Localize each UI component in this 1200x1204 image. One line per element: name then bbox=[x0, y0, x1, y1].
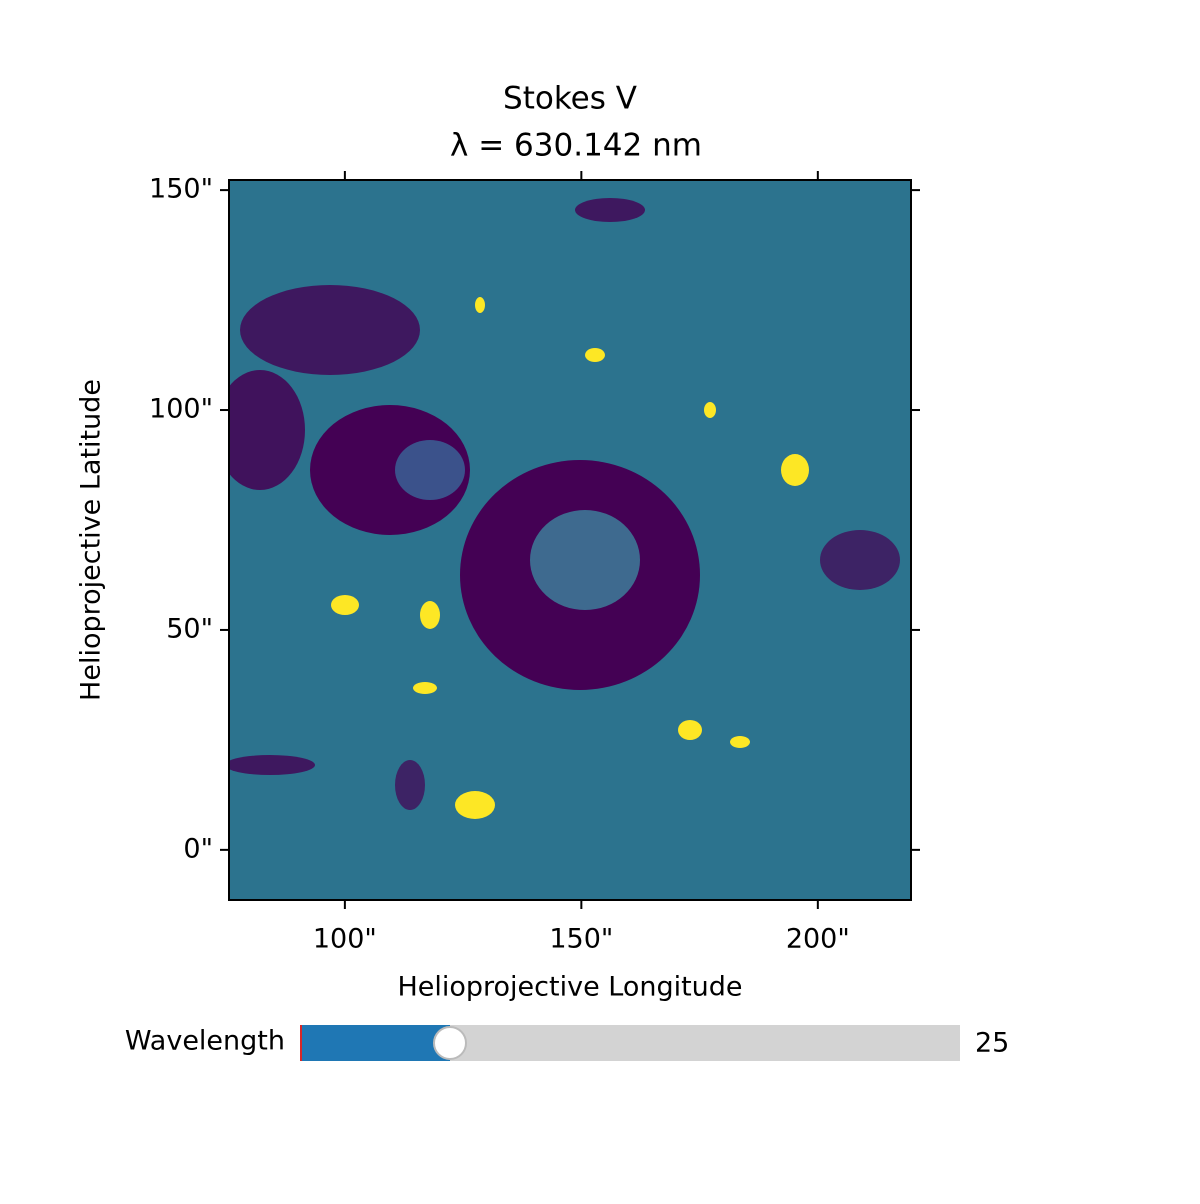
y-axis-label: Helioprojective Latitude bbox=[76, 379, 107, 701]
y-tick-label: 50" bbox=[166, 613, 213, 644]
x-tick-label: 100" bbox=[313, 924, 377, 955]
y-tick-label: 150" bbox=[149, 174, 213, 205]
image bbox=[229, 180, 911, 900]
slider-value: 25 bbox=[975, 1028, 1009, 1059]
chart-subtitle: λ = 630.142 nm bbox=[450, 128, 702, 164]
y-tick-label: 0" bbox=[183, 833, 213, 864]
x-axis-label: Helioprojective Longitude bbox=[397, 972, 742, 1003]
slider-label: Wavelength bbox=[125, 1026, 285, 1057]
chart-title: Stokes V bbox=[503, 81, 637, 117]
x-tick-label: 150" bbox=[549, 924, 613, 955]
y-tick-label: 100" bbox=[149, 394, 213, 425]
x-tick-label: 200" bbox=[786, 924, 850, 955]
slider-handle[interactable] bbox=[433, 1026, 467, 1060]
axes-frame bbox=[228, 179, 912, 901]
slider-fill bbox=[300, 1025, 450, 1061]
